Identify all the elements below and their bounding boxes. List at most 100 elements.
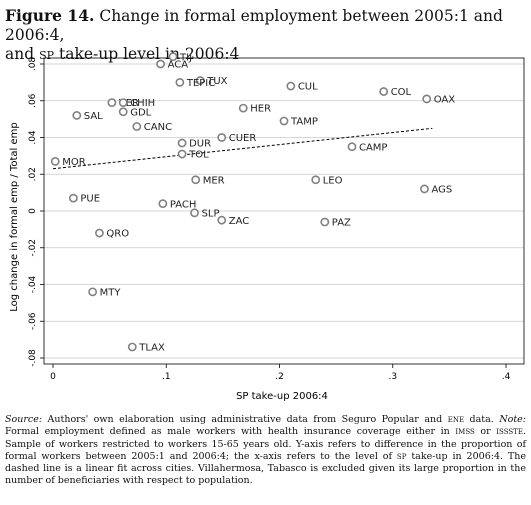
x-tick-label: .3 <box>388 372 397 382</box>
y-tick-label: -.06 <box>28 312 38 330</box>
point-marker <box>177 149 187 159</box>
point-marker <box>422 94 432 104</box>
y-tick-label: .04 <box>28 130 38 145</box>
y-tick-label: -.04 <box>28 275 38 293</box>
source-text-b: data. <box>464 414 500 425</box>
point-marker <box>118 98 128 107</box>
note-text-c: take-up in 2006:4. The dashed line is a … <box>5 450 526 487</box>
point-label: CAMP <box>359 142 387 153</box>
or-word: or <box>474 426 497 438</box>
y-tick-label: .08 <box>28 57 38 72</box>
x-axis-label: SP take-up 2006:4 <box>236 391 328 402</box>
point-marker <box>286 81 296 91</box>
figure-note: Source: Authors' own elaboration using a… <box>5 414 526 488</box>
point-label: MOR <box>62 157 85 168</box>
y-tick-label: .06 <box>28 93 38 108</box>
point-marker <box>88 287 98 297</box>
note-text-b: . Sample of workers restricted to worker… <box>5 426 526 462</box>
point-marker <box>168 52 178 62</box>
point-label: HER <box>250 104 271 115</box>
point-label: PACH <box>170 199 197 210</box>
point-marker <box>132 122 142 131</box>
point-label: OAX <box>434 95 456 106</box>
point-marker <box>311 175 321 185</box>
point-label: ZAC <box>229 216 250 227</box>
point-label: TEPIC <box>186 78 215 89</box>
point-marker <box>320 217 330 227</box>
point-label: CANC <box>144 122 172 133</box>
point-label: PUE <box>80 194 100 205</box>
point-marker <box>217 215 227 225</box>
point-label: TOL <box>188 150 209 161</box>
point-marker <box>190 208 199 218</box>
figure-number: Figure 14. <box>5 6 95 25</box>
y-tick-label: -.02 <box>28 239 38 257</box>
point-marker <box>72 111 82 120</box>
point-label: MTY <box>100 287 122 298</box>
x-tick-label: .1 <box>162 372 171 382</box>
point-label: SAL <box>84 111 103 122</box>
point-label: VER <box>119 98 139 109</box>
point-marker <box>195 76 205 85</box>
point-label: CHIH <box>130 98 155 109</box>
title-sp-abbrev: sp <box>39 45 55 63</box>
sp-abbrev: sp <box>396 450 407 462</box>
point-label: LEO <box>323 175 343 186</box>
x-axis: 0 .1 .2 .3 .4 <box>50 364 511 382</box>
point-label: QRO <box>106 229 129 240</box>
point-label: TIJ <box>179 52 192 63</box>
point-marker <box>347 142 357 152</box>
point-label: TUX <box>206 76 227 87</box>
point-marker <box>95 228 104 238</box>
point-marker <box>217 133 227 142</box>
point-marker <box>156 59 165 69</box>
x-tick-label: .2 <box>275 372 284 382</box>
figure-title: Figure 14. Change in formal employment b… <box>5 6 525 64</box>
note-label: Note: <box>499 414 526 425</box>
point-label: CUER <box>229 133 257 144</box>
point-label: ACA <box>168 60 189 71</box>
point-marker <box>50 156 60 166</box>
x-tick-label: .4 <box>502 372 511 382</box>
y-axis: -.08 -.06 -.04 -.02 0 .02 .04 .06 .08 <box>28 57 44 367</box>
point-label: AGS <box>431 185 452 196</box>
point-marker <box>191 175 201 185</box>
y-axis-label: Log change in formal emp / Total emp <box>9 122 20 311</box>
y-tick-label: 0 <box>28 208 38 214</box>
point-marker <box>68 193 78 203</box>
point-marker <box>175 77 185 87</box>
y-tick-label: .02 <box>28 167 38 181</box>
point-label: SLP <box>202 208 220 219</box>
point-label: CUL <box>298 82 318 93</box>
point-marker <box>420 184 429 194</box>
note-text-a: Formal employment defined as male worker… <box>5 426 456 438</box>
issste-abbrev: issste <box>496 426 523 438</box>
point-marker <box>107 98 117 107</box>
point-label: COL <box>391 87 412 98</box>
scatter-chart: -.08-.06-.04-.020.02.04.06.08 0.1.2.3.4 … <box>9 52 525 402</box>
point-label: TAMP <box>290 117 318 128</box>
point-marker <box>238 103 248 113</box>
point-label: TLAX <box>138 343 165 354</box>
point-label: GDL <box>130 107 151 118</box>
title-line-2-pre: and <box>5 45 35 63</box>
point-marker <box>118 107 128 117</box>
source-text-a: Authors' own elaboration using administr… <box>42 414 448 425</box>
imss-abbrev: imss <box>455 426 475 438</box>
point-label: MER <box>203 175 225 186</box>
linear-fit-line <box>52 127 433 170</box>
point-marker <box>379 87 389 96</box>
source-label: Source: <box>5 414 43 425</box>
x-tick-label: 0 <box>50 372 56 382</box>
title-line-1: Change in formal employment between 2005… <box>5 7 503 44</box>
ene-abbrev: ene <box>447 414 465 425</box>
point-marker <box>279 116 289 126</box>
point-marker <box>127 342 137 352</box>
point-label: PAZ <box>332 218 351 229</box>
point-label: DUR <box>189 139 211 150</box>
point-marker <box>158 199 168 209</box>
gridlines <box>44 63 524 359</box>
point-marker <box>177 138 187 148</box>
y-tick-label: -.08 <box>28 349 38 367</box>
